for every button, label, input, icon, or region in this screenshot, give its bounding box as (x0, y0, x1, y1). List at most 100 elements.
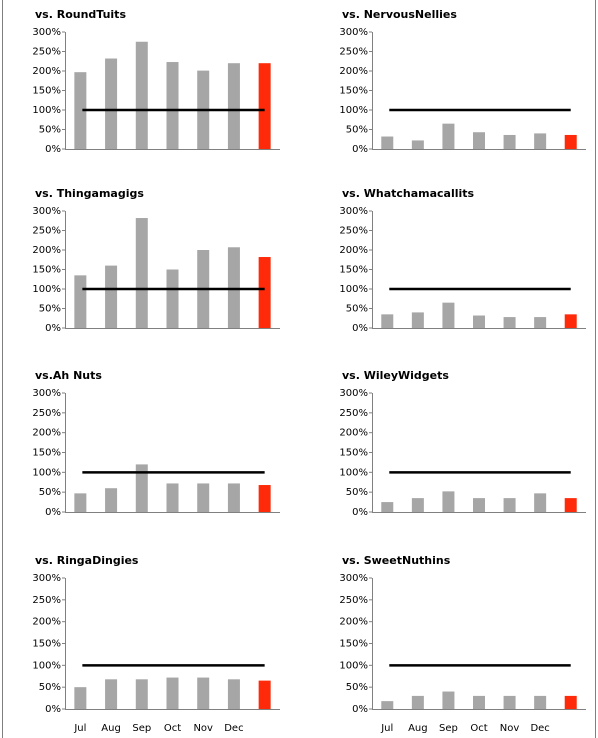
bar (258, 680, 271, 709)
bar (105, 488, 118, 512)
y-tick-label: 200% (339, 428, 368, 439)
y-tick-label: 50% (39, 487, 61, 498)
y-tick-label: 50% (346, 487, 368, 498)
x-tick-label: Aug (101, 723, 121, 734)
y-tick-label: 50% (346, 125, 368, 136)
y-tick-label: 100% (32, 467, 61, 478)
bar (564, 498, 577, 512)
y-tick-label: 200% (32, 617, 61, 628)
bar (105, 265, 118, 328)
y-tick-label: 250% (339, 47, 368, 58)
bar (503, 134, 516, 149)
bar (227, 247, 240, 328)
chart-title: vs. SweetNuthins (342, 554, 451, 567)
y-tick-label: 250% (32, 408, 61, 419)
y-tick-label: 100% (32, 660, 61, 671)
bar (135, 679, 148, 709)
bar (166, 483, 179, 512)
y-tick-label: 250% (32, 595, 61, 606)
bar (564, 314, 577, 328)
chart-title: vs. NervousNellies (342, 8, 457, 21)
y-tick-label: 250% (32, 47, 61, 58)
bar (442, 491, 455, 512)
bar (473, 315, 485, 328)
bar (534, 133, 547, 149)
bar (564, 134, 577, 149)
x-tick-label: Sep (439, 723, 458, 734)
y-tick-label: 300% (339, 206, 368, 217)
x-tick-label: Nov (193, 723, 213, 734)
x-tick-label: Oct (470, 723, 487, 734)
bar (442, 123, 455, 149)
bar (564, 695, 577, 709)
y-tick-label: 250% (339, 408, 368, 419)
bar (166, 62, 179, 149)
x-tick-label: Sep (132, 723, 151, 734)
bar (227, 483, 240, 512)
bar (135, 464, 148, 512)
bar (166, 677, 179, 709)
bar (411, 695, 424, 709)
y-tick-label: 0% (45, 323, 61, 334)
x-tick-label: Jul (380, 723, 393, 734)
chart-title: vs. WileyWidgets (342, 369, 449, 382)
y-tick-label: 0% (45, 507, 61, 518)
bar (442, 302, 455, 328)
bar (503, 695, 516, 709)
y-tick-label: 150% (339, 639, 368, 650)
y-tick-label: 50% (346, 682, 368, 693)
chart-title: vs. Whatchamacallits (342, 187, 475, 200)
y-tick-label: 100% (32, 105, 61, 116)
y-tick-label: 300% (32, 388, 61, 399)
y-tick-label: 150% (339, 265, 368, 276)
bar (411, 140, 424, 149)
y-tick-label: 250% (32, 226, 61, 237)
bar (135, 218, 148, 328)
y-tick-label: 0% (352, 144, 368, 155)
y-tick-label: 200% (32, 245, 61, 256)
y-tick-label: 150% (32, 86, 61, 97)
bar (258, 485, 271, 512)
y-tick-label: 150% (339, 448, 368, 459)
bar (74, 687, 87, 709)
y-tick-label: 50% (39, 304, 61, 315)
bar (74, 493, 87, 512)
bar (381, 314, 394, 328)
y-tick-label: 300% (32, 206, 61, 217)
bar (411, 498, 424, 512)
y-tick-label: 50% (39, 125, 61, 136)
y-tick-label: 0% (352, 704, 368, 715)
bar (381, 136, 394, 149)
bar (258, 63, 271, 150)
bar (227, 63, 240, 150)
bar (503, 317, 516, 328)
x-tick-label: Aug (408, 723, 428, 734)
y-tick-label: 200% (339, 66, 368, 77)
y-tick-label: 0% (352, 507, 368, 518)
bar (135, 41, 148, 149)
chart-title: vs.Ah Nuts (35, 369, 102, 382)
y-tick-label: 300% (32, 27, 61, 38)
y-tick-label: 250% (339, 226, 368, 237)
chart-title: vs. RoundTuits (35, 8, 126, 21)
bar (534, 317, 547, 328)
bar (227, 679, 240, 709)
bar (473, 695, 485, 709)
y-tick-label: 150% (339, 86, 368, 97)
y-tick-label: 300% (339, 27, 368, 38)
bar (473, 132, 485, 149)
y-tick-label: 150% (32, 265, 61, 276)
bar (197, 677, 210, 709)
bar (258, 257, 271, 328)
y-tick-label: 300% (339, 388, 368, 399)
bar (473, 498, 485, 512)
bar (411, 312, 424, 328)
y-tick-label: 100% (32, 284, 61, 295)
y-tick-label: 0% (352, 323, 368, 334)
bar (381, 701, 394, 709)
y-tick-label: 50% (346, 304, 368, 315)
bar (74, 275, 87, 328)
x-tick-label: Jul (73, 723, 86, 734)
